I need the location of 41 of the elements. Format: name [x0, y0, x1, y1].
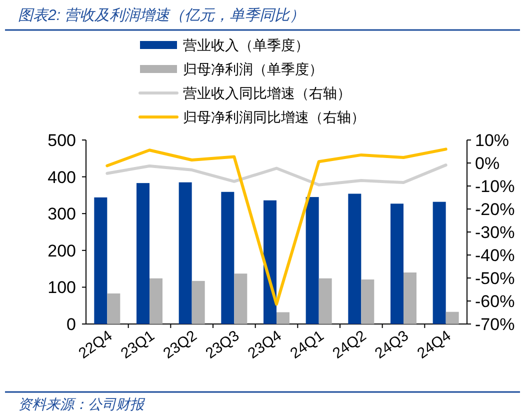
legend-label: 营业收入同比增速（右轴）: [183, 85, 351, 101]
line-series: [106, 148, 448, 306]
bar: [390, 204, 404, 324]
chart-title: 图表2: 营收及利润增速（亿元，单季同比）: [18, 7, 305, 24]
y-tick-label: 0: [66, 315, 76, 334]
y2-tick-label: -40%: [475, 246, 515, 265]
bar: [404, 272, 416, 324]
bar: [136, 183, 150, 324]
y2-tick-label: -20%: [475, 200, 515, 219]
y-tick-label: 400: [48, 168, 76, 187]
text: 资料来源：公司财报: [18, 396, 146, 412]
y2-tick-label: -50%: [475, 269, 515, 288]
y2-tick-label: 0%: [475, 154, 500, 173]
bar: [264, 200, 276, 324]
y2-tick-label: -10%: [475, 177, 515, 196]
y-tick-label: 500: [48, 131, 76, 150]
bar: [348, 194, 362, 324]
bar: [234, 274, 248, 324]
legend-label: 归母净利润（单季度）: [183, 61, 323, 77]
bar: [192, 280, 205, 324]
bar: [276, 312, 290, 324]
y-tick-label: 300: [48, 204, 76, 224]
bar: [107, 293, 120, 324]
line-series: [106, 164, 448, 186]
bar: [150, 278, 162, 324]
bar: [306, 197, 319, 324]
legend-label: 归母净利润同比增速（右轴）: [183, 109, 365, 125]
bar: [178, 182, 192, 324]
y2-tick-label: -30%: [475, 223, 515, 242]
y2-tick-label: -70%: [475, 315, 515, 334]
bar: [361, 279, 374, 324]
y2-tick-label: 10%: [475, 131, 510, 150]
bar: [318, 278, 332, 324]
y2-tick-label: -60%: [475, 292, 515, 311]
y-tick-label: 200: [48, 241, 76, 260]
bar: [94, 197, 108, 324]
legend-label: 营业收入（单季度）: [183, 37, 309, 53]
bar: [446, 312, 459, 324]
bar: [221, 192, 234, 324]
y-tick-label: 100: [48, 278, 76, 298]
bar: [432, 202, 446, 324]
